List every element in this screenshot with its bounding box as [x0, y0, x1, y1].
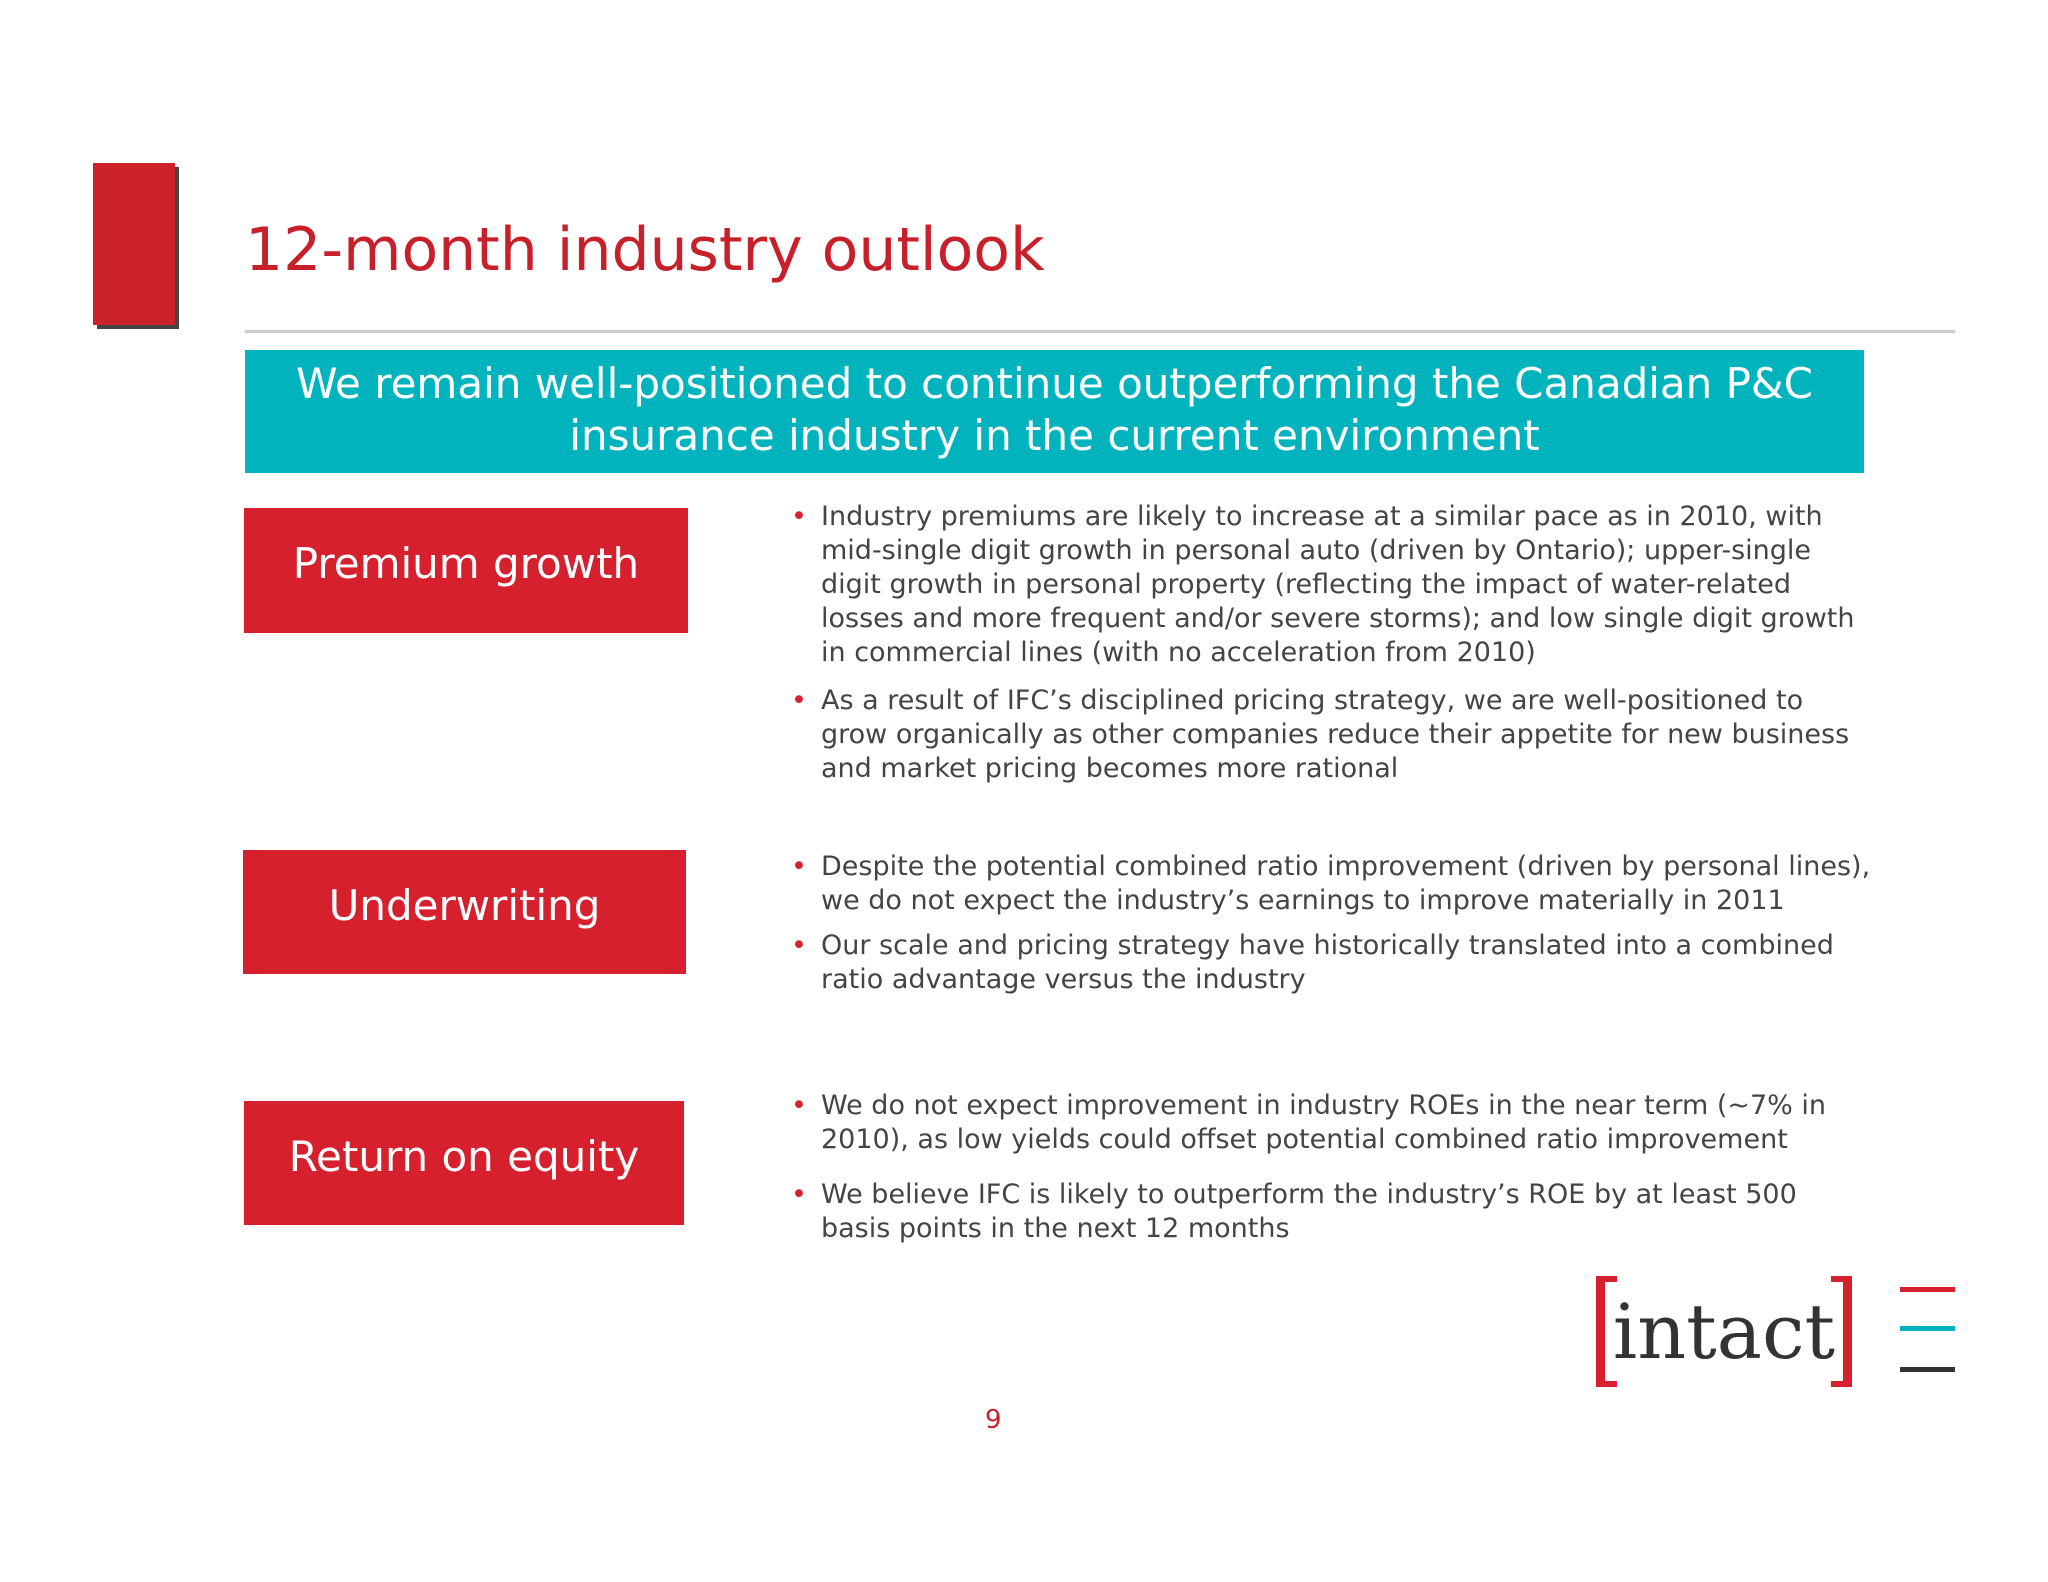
accent-block	[93, 163, 175, 325]
logo-bar	[1900, 1287, 1955, 1292]
bullet: Our scale and pricing strategy have hist…	[791, 929, 1871, 997]
section-label: Return on equity	[244, 1101, 684, 1225]
banner-line: insurance industry in the current enviro…	[569, 411, 1540, 460]
bullet: Despite the potential combined ratio imp…	[791, 850, 1871, 918]
divider	[245, 330, 1955, 333]
logo: intact	[1596, 1276, 1852, 1387]
section-label: Underwriting	[243, 850, 686, 974]
banner-line: We remain well-positioned to continue ou…	[295, 359, 1814, 408]
banner: We remain well-positioned to continue ou…	[245, 350, 1864, 473]
section-label: Premium growth	[244, 508, 688, 633]
title: 12-month industry outlook	[245, 215, 1045, 285]
logo-bar	[1900, 1367, 1955, 1372]
bullet: As a result of IFC’s disciplined pricing…	[791, 684, 1871, 786]
page-number: 9	[985, 1405, 1002, 1435]
logo-bar	[1900, 1326, 1955, 1331]
bullet: We do not expect improvement in industry…	[791, 1089, 1871, 1157]
bullet: Industry premiums are likely to increase…	[791, 500, 1871, 670]
bullet: We believe IFC is likely to outperform t…	[791, 1178, 1871, 1246]
logo-text: intact	[1612, 1287, 1836, 1376]
